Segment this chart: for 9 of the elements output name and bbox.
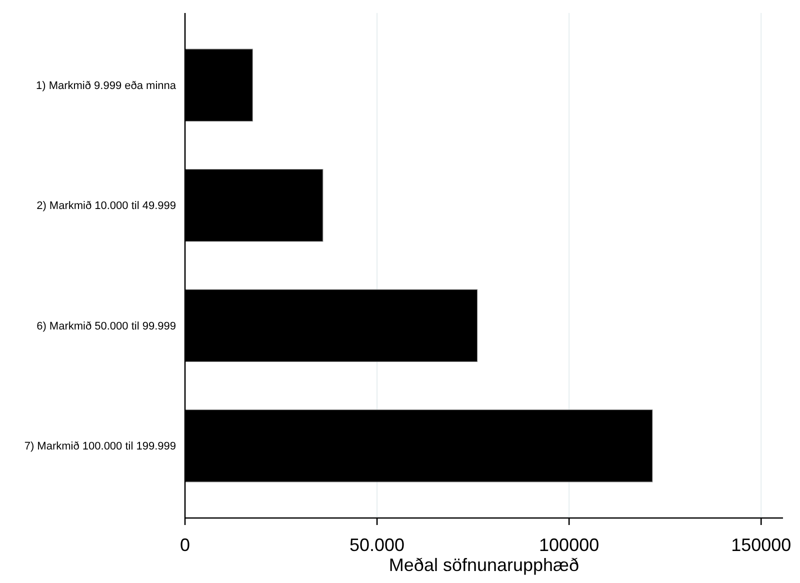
x-tick-label: 50.000	[350, 535, 405, 555]
x-tick-label: 0	[180, 535, 190, 555]
y-tick-label: 1) Markmið 9.999 eða minna	[36, 80, 177, 92]
y-tick-label: 6) Markmið 50.000 til 99.999	[36, 320, 176, 332]
x-tick-label: 100000	[539, 535, 600, 555]
x-axis-title: Meðal söfnunarupphæð	[388, 555, 580, 575]
x-tick-label: 150000	[731, 535, 792, 555]
y-tick-label: 2) Markmið 10.000 til 49.999	[36, 200, 176, 212]
y-tick-label: 7) Markmið 100.000 til 199.999	[24, 440, 176, 453]
